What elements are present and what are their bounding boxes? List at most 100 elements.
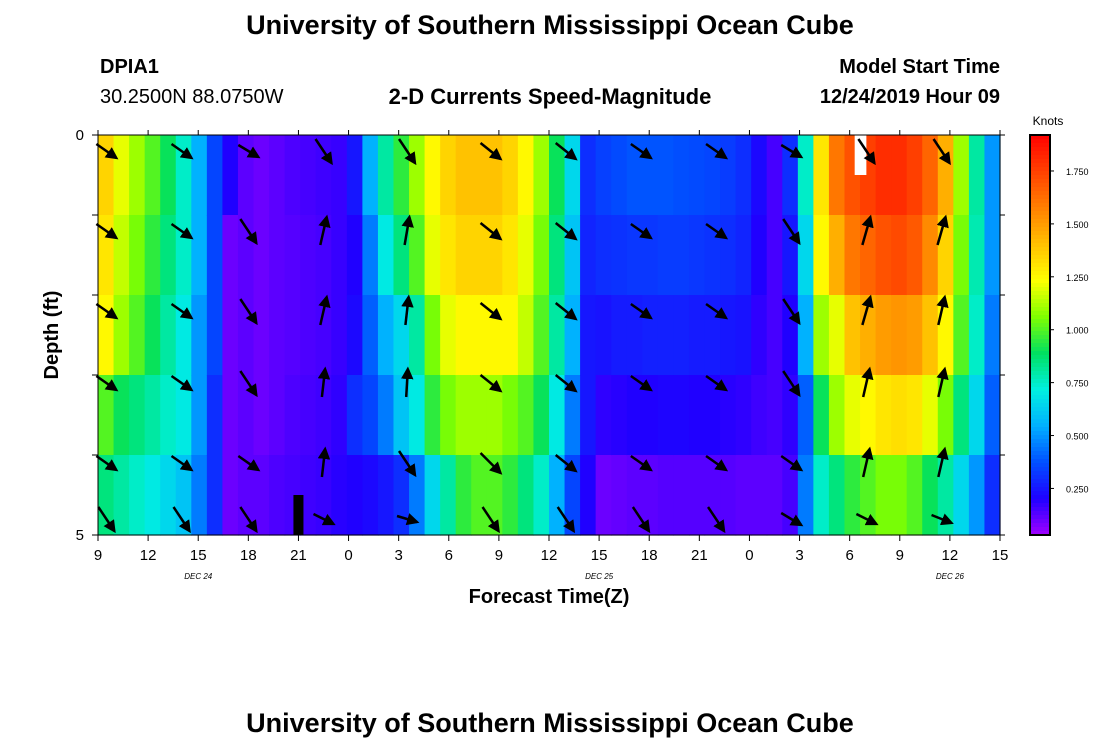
heatmap-cell bbox=[751, 455, 768, 536]
heatmap-cell bbox=[471, 295, 488, 376]
colorbar-segment bbox=[1030, 279, 1050, 284]
colorbar-segment bbox=[1030, 479, 1050, 484]
heatmap-cell bbox=[688, 135, 706, 216]
colorbar-segment bbox=[1030, 295, 1050, 300]
colorbar-segment bbox=[1030, 195, 1050, 200]
y-axis-label: Depth (ft) bbox=[41, 291, 63, 380]
colorbar-segment bbox=[1030, 395, 1050, 400]
current-vector-arrow bbox=[401, 366, 414, 398]
colorbar-segment bbox=[1030, 323, 1050, 328]
heatmap-cell bbox=[611, 455, 628, 536]
heatmap-cell bbox=[922, 295, 939, 376]
x-tick-label: 12 bbox=[541, 547, 558, 564]
heatmap-cell bbox=[595, 375, 612, 456]
heatmap-cell bbox=[471, 135, 488, 216]
heatmap-cell bbox=[393, 455, 410, 536]
x-tick-label: 21 bbox=[691, 547, 708, 564]
heatmap-cell bbox=[331, 375, 348, 456]
heatmap-cell bbox=[828, 455, 846, 536]
x-tick-label: 3 bbox=[394, 547, 402, 564]
heatmap-cell bbox=[549, 135, 566, 216]
heatmap-cell bbox=[953, 215, 970, 296]
heatmap-cell bbox=[533, 375, 550, 456]
current-vector-arrow bbox=[95, 454, 119, 472]
heatmap-cell bbox=[875, 215, 892, 296]
heatmap-cell bbox=[673, 295, 690, 376]
current-vector-arrow bbox=[630, 302, 653, 320]
colorbar-segment bbox=[1030, 139, 1050, 144]
heatmap-cell bbox=[766, 375, 783, 456]
colorbar-segment bbox=[1030, 347, 1050, 352]
current-vector-arrow bbox=[706, 506, 726, 534]
current-vector-arrow bbox=[936, 366, 949, 398]
heatmap-cell bbox=[486, 215, 503, 296]
heatmap-cell bbox=[175, 375, 192, 456]
heatmap-cell bbox=[595, 215, 612, 296]
colorbar-segment bbox=[1030, 387, 1050, 392]
current-vector-arrow bbox=[554, 374, 578, 393]
heatmap-cell bbox=[144, 375, 161, 456]
colorbar-frame bbox=[1029, 134, 1051, 536]
heatmap-cell bbox=[486, 455, 503, 536]
current-vector-arrow bbox=[861, 294, 874, 326]
current-vector-arrow bbox=[936, 446, 949, 478]
heatmap-cell bbox=[440, 375, 457, 456]
heatmap-cell bbox=[440, 215, 457, 296]
heatmap-cell bbox=[346, 455, 363, 536]
colorbar-segment bbox=[1030, 499, 1050, 504]
colorbar-segment bbox=[1030, 267, 1050, 272]
heatmap-cell bbox=[626, 135, 643, 216]
heatmap-cell bbox=[549, 295, 566, 376]
colorbar-segment bbox=[1030, 199, 1050, 204]
heatmap-cell bbox=[346, 215, 363, 296]
heatmap-cell bbox=[502, 455, 519, 536]
current-vector-arrow bbox=[556, 506, 576, 534]
footer-title: University of Southern Mississippi Ocean… bbox=[246, 708, 854, 738]
heatmap-cell bbox=[533, 135, 550, 216]
heatmap-cell bbox=[409, 455, 426, 536]
current-vector-arrow bbox=[936, 214, 949, 246]
heatmap-cell bbox=[393, 135, 410, 216]
heatmap-cell bbox=[160, 135, 177, 216]
model-start-value: 12/24/2019 Hour 09 bbox=[819, 86, 1000, 108]
heatmap-cell bbox=[269, 215, 286, 296]
heatmap-cell bbox=[144, 215, 161, 296]
heatmap-cell bbox=[346, 135, 363, 216]
colorbar-segment bbox=[1030, 519, 1050, 524]
heatmap-cell bbox=[424, 215, 441, 296]
model-start-label: Model Start Time bbox=[839, 56, 1000, 78]
current-vector-arrow bbox=[170, 374, 194, 392]
colorbar-segment bbox=[1030, 287, 1050, 292]
heatmap-cell bbox=[860, 375, 877, 456]
heatmap-cell bbox=[766, 455, 783, 536]
heatmap-cell bbox=[222, 375, 239, 456]
heatmap-cell bbox=[113, 375, 130, 456]
current-vector-arrow bbox=[780, 454, 804, 472]
colorbar-segment bbox=[1030, 495, 1050, 500]
heatmap-cell bbox=[611, 135, 628, 216]
heatmap-cell bbox=[844, 375, 861, 456]
y-tick-label: 0 bbox=[76, 127, 84, 144]
heatmap-cell bbox=[984, 375, 1001, 456]
heatmap-cell bbox=[191, 455, 208, 536]
heatmap-cell bbox=[377, 135, 395, 216]
heatmap-cell bbox=[331, 215, 348, 296]
currents-heatmap-chart: 9 12 15 18 21 0 3 6 9 12 15 18 21 0 3 6 9 12 15 DEC 24 DEC 2… bbox=[41, 114, 1089, 608]
heatmap-cell bbox=[984, 135, 1001, 216]
heatmap-cell bbox=[517, 215, 535, 296]
colorbar-segment bbox=[1030, 339, 1050, 344]
date-label: DEC 26 bbox=[936, 572, 965, 581]
current-vector-arrow bbox=[857, 138, 876, 166]
heatmap-cell bbox=[813, 295, 830, 376]
heatmap-cell bbox=[455, 455, 472, 536]
current-vector-arrow bbox=[97, 506, 116, 534]
current-vector-arrow bbox=[170, 222, 194, 240]
current-vector-arrow bbox=[861, 366, 874, 398]
colorbar-segment bbox=[1030, 435, 1050, 440]
x-tick-label: 0 bbox=[745, 547, 753, 564]
heatmap-cell bbox=[657, 135, 675, 216]
x-tick-label: 15 bbox=[190, 547, 207, 564]
heatmap-cell bbox=[657, 455, 675, 536]
heatmap-cell bbox=[471, 215, 488, 296]
heatmap-cell bbox=[175, 295, 192, 376]
